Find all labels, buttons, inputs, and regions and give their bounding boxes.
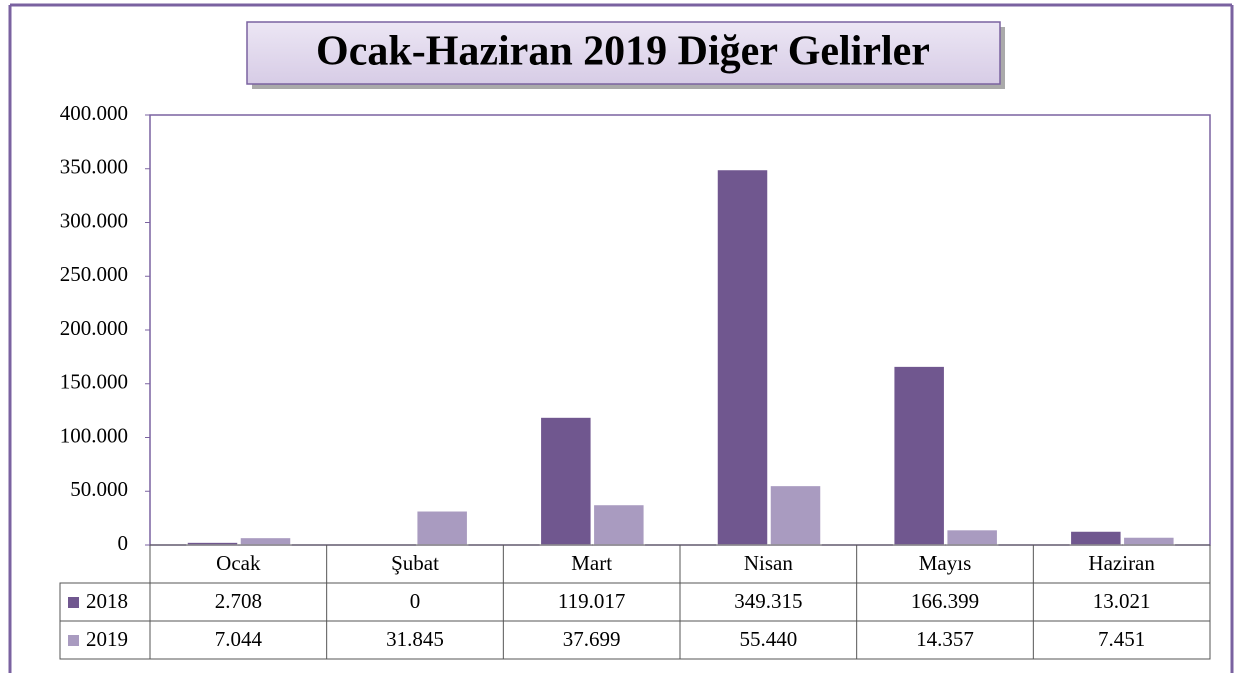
table-cell: 37.699 [563,627,621,651]
y-tick-label: 0 [118,531,129,555]
table-cell: 2.708 [215,589,262,613]
y-tick-label: 50.000 [70,477,128,501]
x-tick-label: Mayıs [919,551,972,575]
x-tick-label: Mart [571,551,612,575]
table-cell: 55.440 [739,627,797,651]
x-tick-label: Haziran [1088,551,1155,575]
bar [239,536,292,546]
legend-label: 2018 [86,589,128,613]
y-tick-label: 300.000 [60,208,128,232]
y-tick-label: 100.000 [60,423,128,447]
title-box [246,21,1001,85]
table-cell: 0 [410,589,421,613]
bar [539,416,593,546]
plot-area [149,114,1211,546]
bar [1069,530,1123,546]
y-tick-label: 350.000 [60,155,128,179]
legend-marker [68,635,79,646]
x-tick-label: Ocak [216,551,261,575]
bar [592,503,646,546]
bar [945,528,999,546]
bar [892,365,946,546]
x-tick-label: Nisan [744,551,793,575]
bar [716,168,769,546]
y-tick-label: 150.000 [60,370,128,394]
bar [1122,536,1176,546]
bar [415,510,469,546]
y-tick-label: 200.000 [60,316,128,340]
bar [769,484,822,546]
table-cell: 13.021 [1093,589,1151,613]
table-cell: 119.017 [558,589,625,613]
table-cell: 349.315 [734,589,802,613]
table-cell: 14.357 [916,627,974,651]
chart-title: Ocak-Haziran 2019 Diğer Gelirler [316,29,930,75]
x-tick-label: Şubat [391,551,439,575]
table-cell: 31.845 [386,627,444,651]
table-cell: 7.451 [1098,627,1145,651]
table-cell: 166.399 [911,589,979,613]
y-tick-label: 400.000 [60,101,128,125]
legend-label: 2019 [86,627,128,651]
table-cell: 7.044 [215,627,263,651]
y-tick-label: 250.000 [60,262,128,286]
legend-marker [68,597,79,608]
